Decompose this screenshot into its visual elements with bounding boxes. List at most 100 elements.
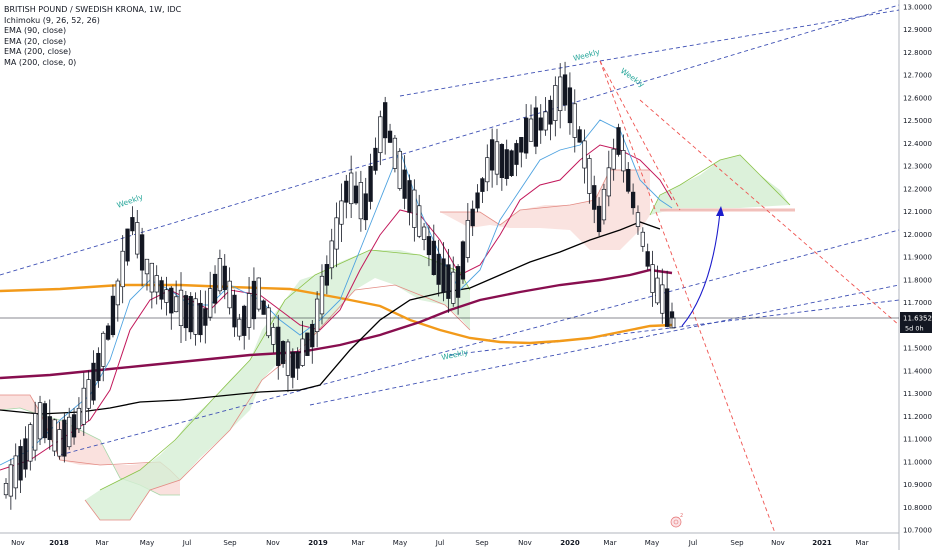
candle [417, 194, 422, 239]
last-price-tag[interactable]: 11.6352 5d 0h [900, 312, 932, 333]
price-tick-label: 12.6000 [903, 94, 932, 102]
price-tick-label: 11.2000 [903, 413, 932, 421]
candle [271, 323, 276, 353]
indicator-ema-200[interactable]: EMA (200, close) [4, 47, 72, 56]
price-tick-label: 12.4000 [903, 140, 932, 148]
candle [635, 205, 641, 235]
candle [295, 347, 300, 381]
symbol-title[interactable]: BRITISH POUND / SWEDISH KRONA, 1W, IDC [4, 5, 182, 14]
price-tick-label: 11.5000 [903, 345, 932, 353]
price-tick-label: 12.3000 [903, 163, 932, 171]
candle [349, 155, 354, 219]
candle [660, 268, 665, 324]
candle [460, 240, 466, 284]
trendlines [0, 4, 900, 534]
countdown-value: 5d 0h [905, 325, 924, 333]
time-tick-label: Jul [435, 539, 445, 547]
candle [528, 104, 534, 142]
price-tick-label: 12.5000 [903, 117, 932, 125]
price-tick-label: 11.9000 [903, 254, 932, 262]
candle [280, 340, 286, 368]
candle [217, 249, 223, 295]
weekly-label-4: Weekly [441, 347, 470, 362]
candle [105, 323, 111, 341]
candle [494, 128, 500, 186]
candle [33, 401, 38, 461]
candle [115, 278, 120, 322]
candle [640, 227, 645, 252]
candle [329, 228, 334, 280]
candle [188, 292, 193, 340]
candle [96, 347, 101, 388]
time-tick-label: Sep [730, 539, 744, 547]
indicator-ichimoku[interactable]: Ichimoku (9, 26, 52, 26) [4, 15, 100, 25]
weekly-label-2: Weekly [572, 47, 601, 63]
candle [334, 202, 339, 268]
candle [514, 139, 519, 177]
candle [368, 153, 373, 210]
candle [154, 265, 159, 305]
candle [149, 262, 154, 309]
time-tick-label: Mar [603, 539, 616, 547]
price-tick-label: 10.8000 [903, 504, 932, 512]
time-tick-label: Jul [688, 539, 698, 547]
candle [324, 255, 329, 295]
candle [120, 235, 125, 304]
time-tick-label: May [393, 539, 407, 547]
event-marker[interactable]: 2 [670, 513, 683, 528]
candle [110, 284, 116, 338]
candle [533, 96, 539, 155]
candle [67, 407, 72, 450]
candle [373, 137, 378, 175]
moving-averages [0, 119, 673, 471]
candle [169, 286, 174, 330]
candle [592, 175, 597, 224]
candle [407, 174, 412, 226]
candle [300, 320, 305, 367]
last-price-value: 11.6352 [903, 315, 932, 323]
price-tick-label: 12.0000 [903, 231, 932, 239]
candle [344, 174, 349, 219]
candle [465, 203, 470, 263]
candle [485, 144, 490, 192]
candle [669, 302, 675, 328]
candle [509, 149, 514, 178]
candle [616, 123, 621, 157]
price-axis-labels: 13.0000 12.9000 12.8000 12.7000 12.6000 12.50… [903, 4, 932, 535]
candle [363, 177, 368, 231]
candle [645, 243, 650, 270]
time-tick-label: Nov [266, 539, 280, 547]
candle [37, 395, 43, 446]
candle [480, 176, 485, 203]
candle [101, 331, 106, 382]
candlestick-series [3, 61, 675, 510]
candle [582, 129, 587, 184]
candle [173, 280, 179, 313]
tenkan-sen-line [0, 119, 673, 466]
candle [305, 332, 310, 356]
indicator-ema-20[interactable]: EMA (20, close) [4, 36, 67, 46]
candle [256, 277, 261, 312]
candle [62, 413, 67, 463]
candle [42, 400, 48, 444]
candle [86, 370, 91, 421]
candle [3, 478, 9, 499]
candle [567, 72, 573, 135]
chart-legend: BRITISH POUND / SWEDISH KRONA, 1W, IDC I… [4, 5, 181, 68]
candle [553, 76, 558, 137]
candle [451, 256, 456, 307]
time-tick-label: 2021 [812, 539, 832, 547]
price-tick-label: 12.8000 [903, 49, 932, 57]
candle [626, 162, 631, 194]
time-tick-label: 2020 [560, 539, 580, 547]
candle [650, 250, 655, 307]
indicator-ema-90[interactable]: EMA (90, close) [4, 26, 67, 35]
candle [489, 128, 495, 188]
candle [353, 171, 359, 205]
candle [57, 421, 62, 460]
candle [548, 95, 553, 141]
time-tick-label: Sep [223, 539, 237, 547]
indicator-ma-200[interactable]: MA (200, close, 0) [4, 57, 77, 67]
time-tick-label: 2018 [49, 539, 69, 547]
